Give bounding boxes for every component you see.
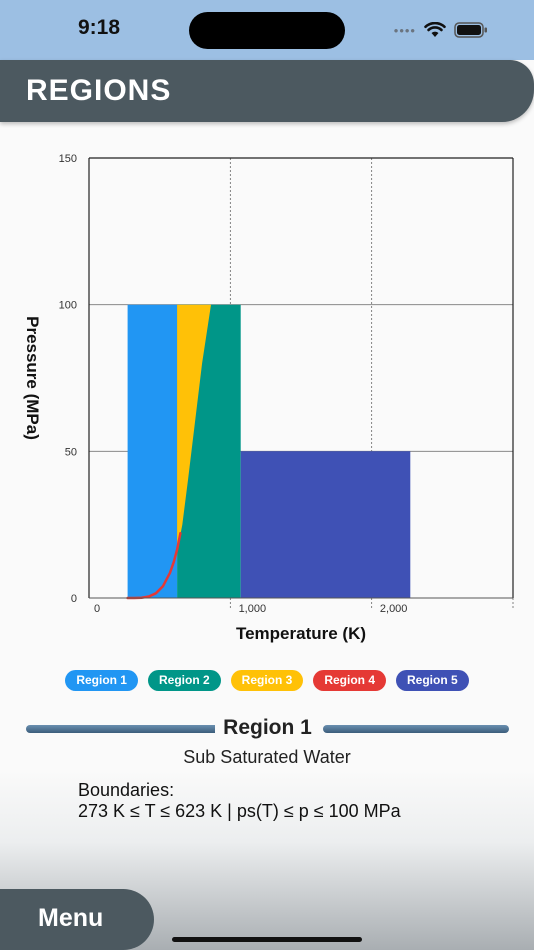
header-divider-left [26,725,226,733]
legend: Region 1 Region 2 Region 3 Region 4 Region 5 [0,670,534,691]
home-indicator [172,937,362,942]
region-section-header: Region 1 [26,716,509,742]
x-tick-label: 1,000 [239,603,267,615]
legend-chip-region-5[interactable]: Region 5 [396,670,469,691]
y-axis-title: Pressure (MPa) [23,316,42,440]
y-tick-label: 150 [59,153,77,165]
region-subtitle: Sub Saturated Water [183,747,351,767]
legend-chip-region-4[interactable]: Region 4 [313,670,386,691]
x-tick-label: 2,000 [380,603,408,615]
region-title: Region 1 [215,716,320,739]
boundaries-label: Boundaries: [78,780,175,800]
y-tick-label: 0 [71,593,77,605]
legend-chip-region-1[interactable]: Region 1 [65,670,138,691]
y-tick-label: 50 [65,446,77,458]
x-axis-title: Temperature (K) [236,624,366,643]
menu-label: Menu [38,904,104,932]
legend-chip-region-3[interactable]: Region 3 [230,670,304,691]
legend-chip-region-2[interactable]: Region 2 [147,670,221,691]
boundaries-info: Boundaries: 273 K ≤ T ≤ 623 K | ps(T) ≤ … [78,780,401,822]
signal-dots-icon: •••• [393,22,416,38]
x-tick-label: 0 [94,603,100,615]
battery-icon [454,22,487,38]
region-area-region-3 [177,304,211,550]
menu-button[interactable]: Menu [0,889,154,950]
region-area-region-1 [127,304,178,598]
header-bar: REGIONS [0,60,534,122]
page-title: REGIONS [26,74,172,107]
dynamic-island [189,12,345,49]
wifi-icon [424,22,446,37]
status-icons: •••• [394,20,488,40]
y-tick-label: 100 [59,300,77,312]
status-bar: 9:18 •••• [0,0,534,60]
boundaries-text: 273 K ≤ T ≤ 623 K | ps(T) ≤ p ≤ 100 MPa [78,801,401,821]
regions-chart[interactable]: 0 50 100 150 0 1,000 2,000 Temperature (K) Press… [0,140,534,650]
header-divider-right [323,725,509,733]
status-time: 9:18 [78,16,121,39]
region-area-region-5 [240,451,411,598]
